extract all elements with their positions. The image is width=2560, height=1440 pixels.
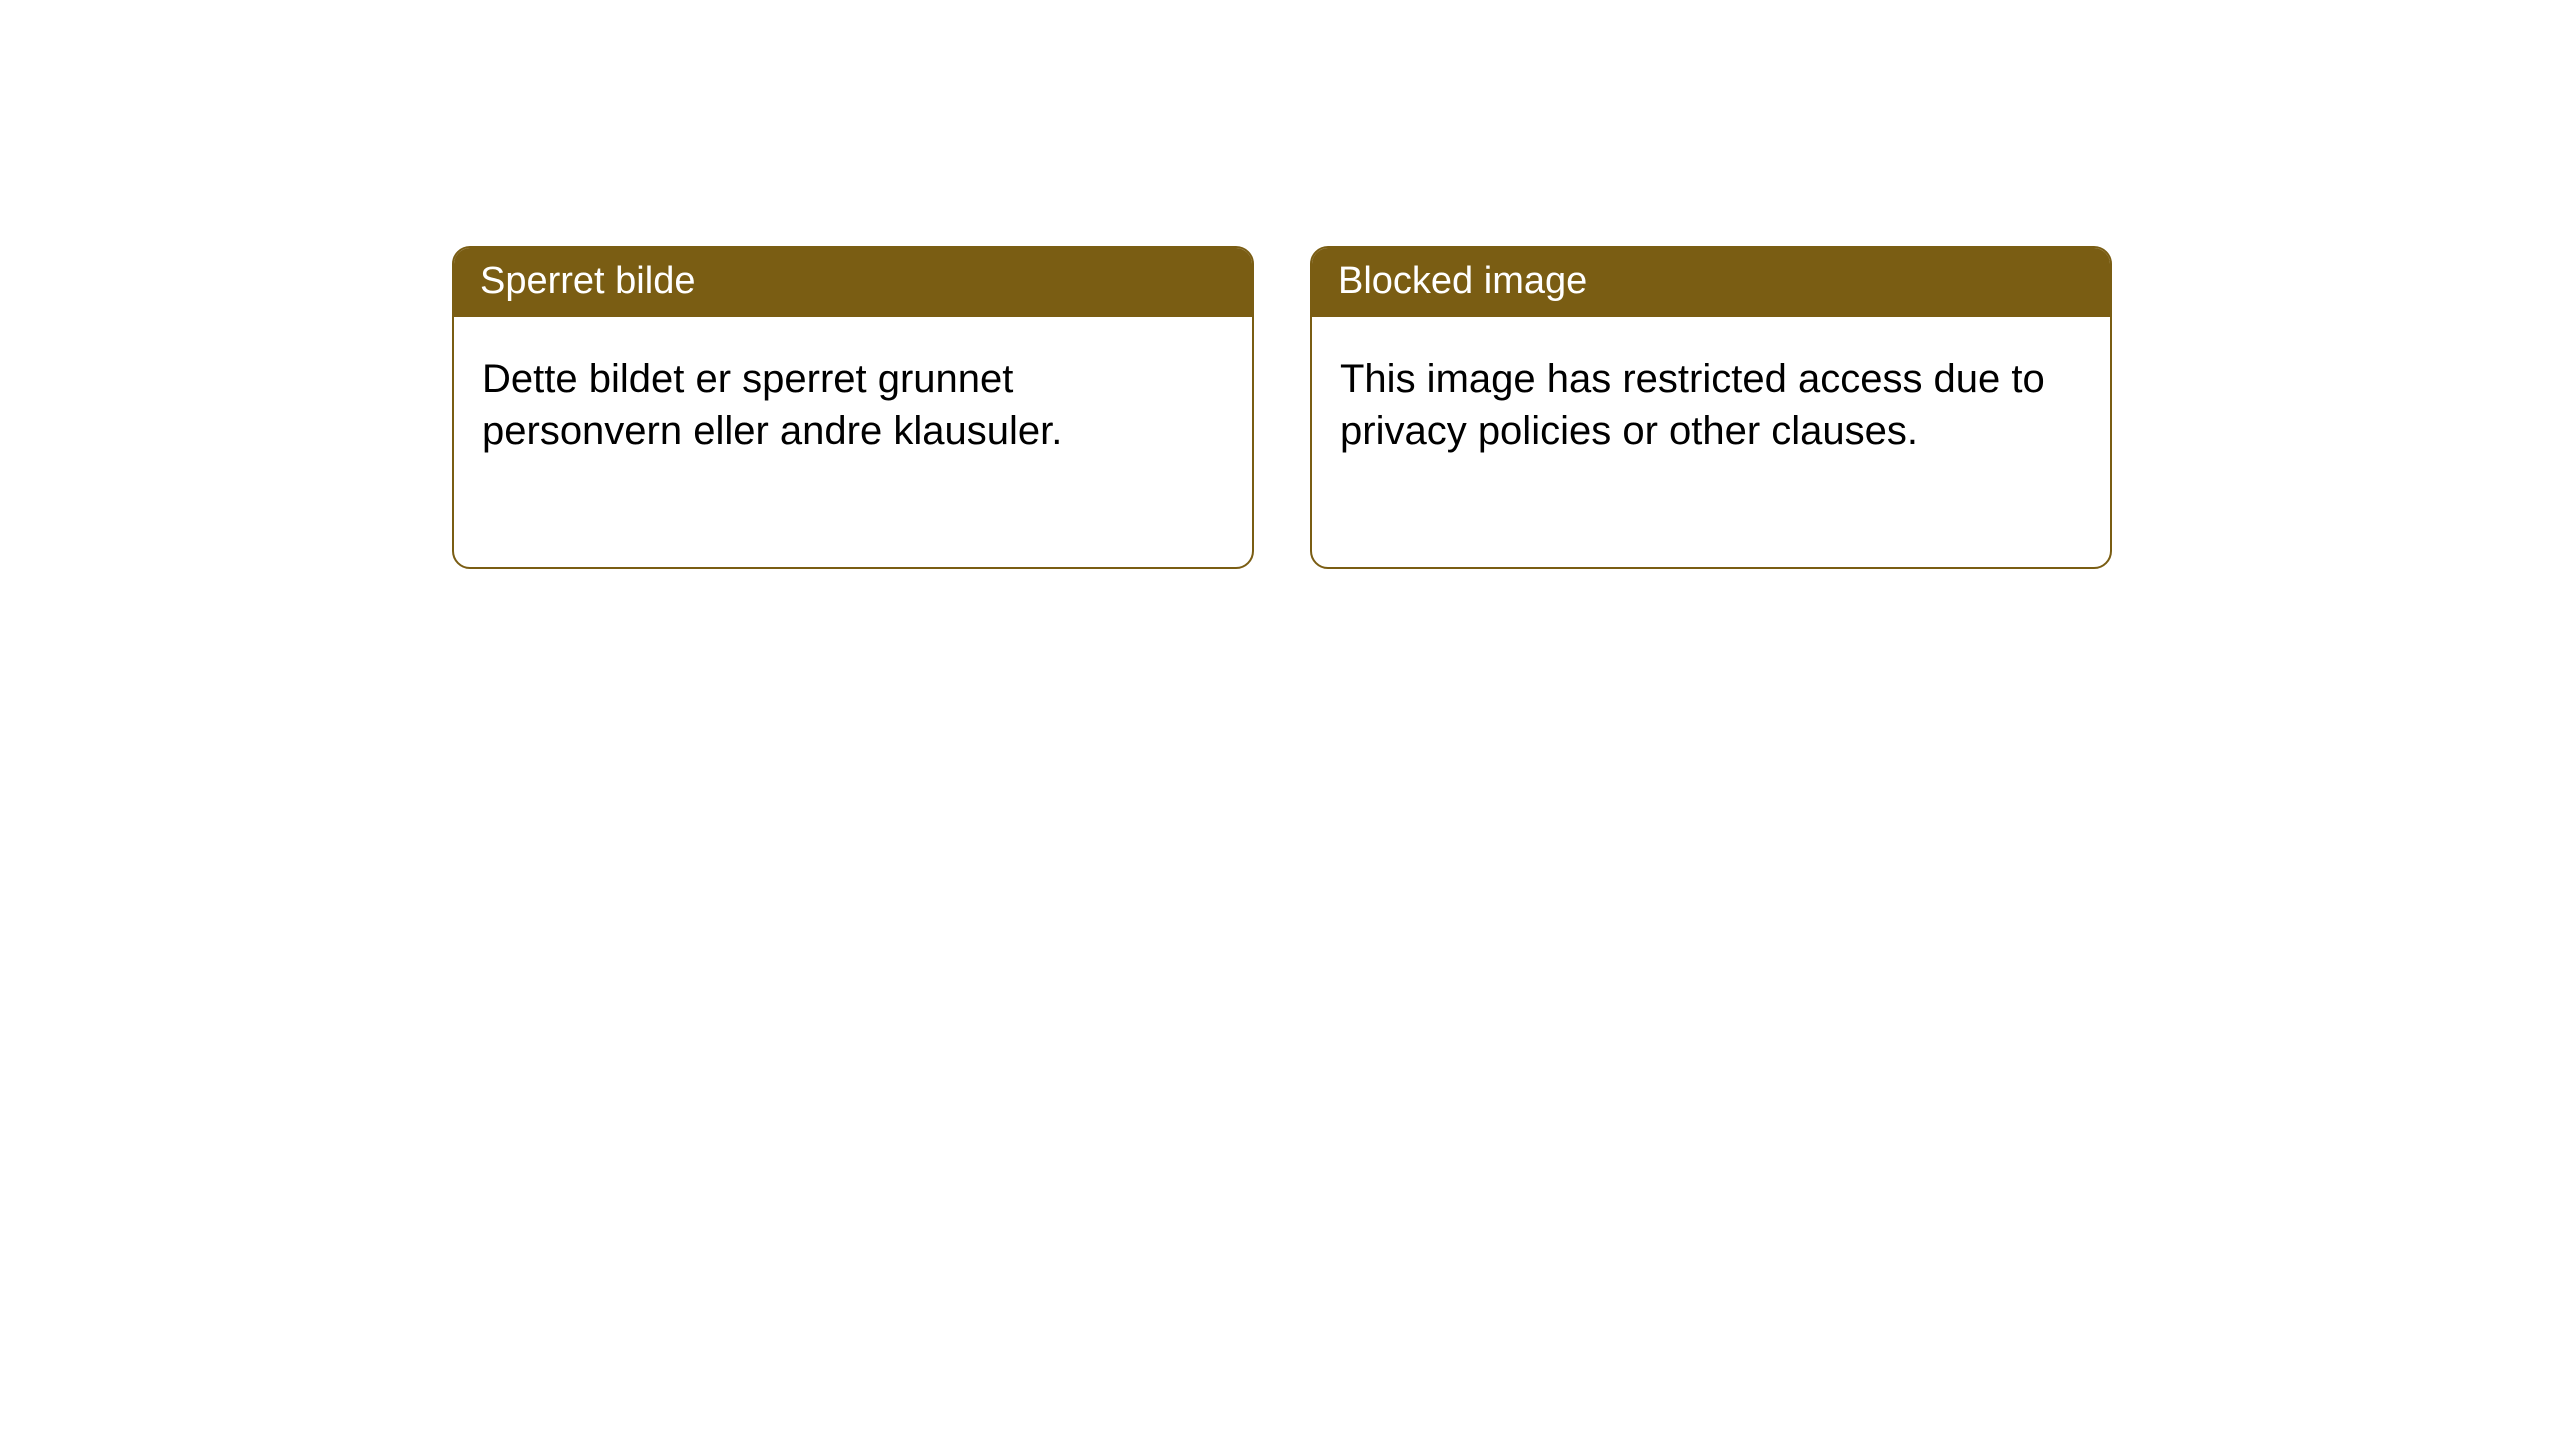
blocked-image-card-no: Sperret bilde Dette bildet er sperret gr… bbox=[452, 246, 1254, 569]
card-header-no: Sperret bilde bbox=[454, 248, 1252, 317]
card-header-en: Blocked image bbox=[1312, 248, 2110, 317]
card-body-no: Dette bildet er sperret grunnet personve… bbox=[454, 317, 1252, 567]
notice-container: Sperret bilde Dette bildet er sperret gr… bbox=[0, 0, 2560, 569]
card-body-en: This image has restricted access due to … bbox=[1312, 317, 2110, 567]
blocked-image-card-en: Blocked image This image has restricted … bbox=[1310, 246, 2112, 569]
